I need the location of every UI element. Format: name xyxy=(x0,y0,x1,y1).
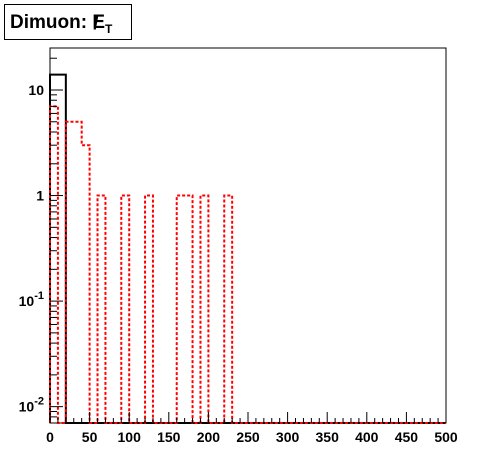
histogram-bin xyxy=(66,122,74,423)
axis-layer: 0 50 100 150 200 250 300 350 400 450 50010-210-111… xyxy=(19,57,458,445)
x-tick-label: 150 xyxy=(157,429,181,445)
y-tick-exponent: -1 xyxy=(34,290,44,302)
histogram-bin xyxy=(74,122,82,423)
x-tick-label: 50 xyxy=(82,429,98,445)
y-tick-base: 10 xyxy=(19,399,35,415)
x-tick-label: 0 xyxy=(46,429,54,445)
histogram-bin xyxy=(185,196,193,423)
y-tick-label: 1 xyxy=(36,188,44,204)
x-tick-label: 450 xyxy=(395,429,419,445)
histogram-series-0 xyxy=(49,73,446,424)
histogram-bin xyxy=(50,106,58,423)
y-tick-label: 10-1 xyxy=(19,290,44,309)
x-tick-label: 300 xyxy=(276,429,300,445)
x-tick-label: 500 xyxy=(434,429,458,445)
plot-frame xyxy=(49,47,447,424)
met-subscript: T xyxy=(105,22,113,36)
plot-area-frame xyxy=(49,47,447,424)
x-tick-label: 250 xyxy=(236,429,260,445)
y-tick-exponent: -2 xyxy=(34,396,44,408)
histogram-bin xyxy=(98,196,106,423)
histogram-bin xyxy=(224,196,232,423)
histogram-series-1 xyxy=(49,105,446,424)
histogram-bin xyxy=(145,196,153,423)
histogram-title: Dimuon: E / T xyxy=(10,12,113,36)
y-tick-label: 10 xyxy=(28,82,44,98)
x-tick-label: 100 xyxy=(118,429,142,445)
y-tick-base: 10 xyxy=(19,293,35,309)
y-tick-label: 10-2 xyxy=(19,396,44,415)
x-tick-label: 200 xyxy=(197,429,221,445)
histogram-bin xyxy=(200,196,208,423)
series-layer xyxy=(49,73,446,424)
x-tick-label: 350 xyxy=(316,429,340,445)
histogram-outline xyxy=(49,105,446,424)
met-slash: / xyxy=(93,13,99,34)
histogram-outline xyxy=(49,73,446,424)
histogram-bin xyxy=(82,145,90,423)
met-symbol: E / xyxy=(92,12,105,34)
histogram-bin xyxy=(177,196,185,423)
histogram-title-box: Dimuon: E / T xyxy=(4,4,132,40)
histogram-bin xyxy=(121,196,129,423)
x-tick-label: 400 xyxy=(355,429,379,445)
met-letter: E xyxy=(92,12,106,33)
title-prefix: Dimuon: xyxy=(10,12,93,33)
